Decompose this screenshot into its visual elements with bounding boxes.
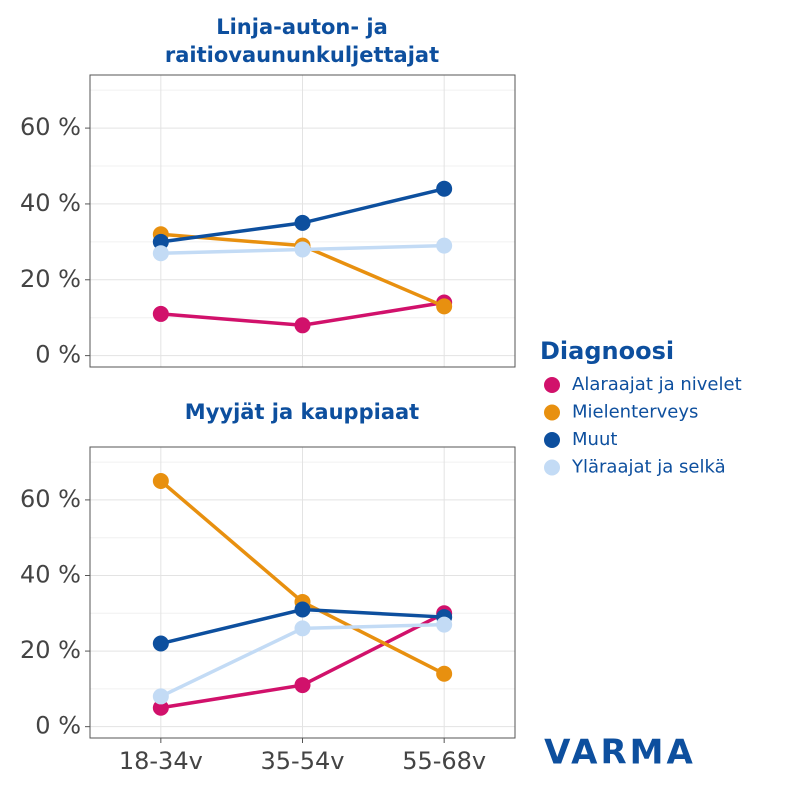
x-tick-label: 55-68v bbox=[402, 747, 486, 775]
y-tick-label: 0 % bbox=[35, 712, 81, 740]
data-point bbox=[152, 233, 169, 250]
data-point bbox=[294, 317, 311, 334]
legend-label: Yläraajat ja selkä bbox=[571, 457, 726, 478]
legend-marker bbox=[544, 404, 560, 421]
data-point bbox=[294, 620, 311, 637]
y-tick-label: 0 % bbox=[35, 341, 81, 369]
chart-title: Myyjät ja kauppiaat bbox=[185, 400, 419, 424]
y-tick-label: 40 % bbox=[20, 560, 81, 588]
y-tick-label: 40 % bbox=[20, 189, 81, 217]
data-point bbox=[436, 616, 453, 633]
legend-marker bbox=[544, 377, 560, 393]
legend-marker bbox=[544, 432, 560, 448]
legend-title: Diagnoosi bbox=[540, 337, 674, 365]
legend-label: Muut bbox=[572, 429, 617, 450]
data-point bbox=[436, 298, 453, 315]
plot-area bbox=[89, 446, 516, 739]
plot-area bbox=[89, 74, 516, 368]
legend-label: Mielenterveys bbox=[572, 402, 698, 423]
x-tick-label: 18-34v bbox=[119, 747, 203, 775]
data-point bbox=[152, 245, 169, 262]
legend-label: Alaraajat ja nivelet bbox=[572, 374, 742, 395]
data-point bbox=[294, 677, 311, 694]
logo: VARMA bbox=[544, 733, 696, 773]
data-point bbox=[152, 688, 169, 705]
y-tick-label: 60 % bbox=[20, 113, 81, 141]
y-tick-label: 20 % bbox=[20, 265, 81, 293]
data-point bbox=[152, 635, 169, 652]
y-tick-label: 60 % bbox=[20, 485, 81, 513]
data-point bbox=[152, 305, 169, 322]
data-point bbox=[152, 473, 169, 490]
chart-title: raitiovaununkuljettajat bbox=[165, 43, 439, 67]
data-point bbox=[436, 237, 453, 254]
data-point bbox=[436, 665, 453, 682]
data-point bbox=[436, 180, 453, 197]
legend-marker bbox=[544, 459, 560, 476]
data-point bbox=[294, 241, 311, 258]
data-point bbox=[294, 601, 311, 618]
chart-title: Linja-auton- ja bbox=[216, 15, 388, 39]
data-point bbox=[152, 699, 169, 716]
y-tick-label: 20 % bbox=[20, 636, 81, 664]
x-tick-label: 35-54v bbox=[261, 747, 345, 775]
data-point bbox=[294, 214, 311, 231]
